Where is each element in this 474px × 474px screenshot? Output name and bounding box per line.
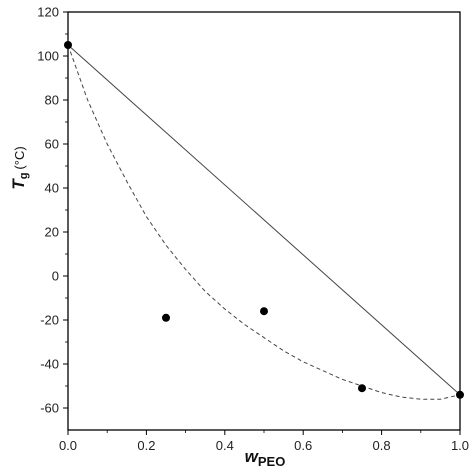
y-tick-label: -60 [40, 401, 59, 416]
y-tick-label: 80 [45, 93, 59, 108]
x-axis-label-main: w [245, 447, 260, 466]
x-tick-label: 0.0 [59, 438, 77, 453]
x-tick-label: 0.4 [216, 438, 234, 453]
x-tick-label: 0.6 [294, 438, 312, 453]
data-point [162, 313, 170, 322]
y-tick-label: 100 [37, 49, 59, 64]
y-tick-label: -40 [40, 357, 59, 372]
y-tick-label: 40 [45, 181, 59, 196]
series-layer [67, 44, 461, 400]
data-point [456, 390, 464, 399]
x-tick-label: 1.0 [451, 438, 469, 453]
axis-labels: wPEO Tg (°C) [9, 146, 285, 469]
axes: 0.0 0.2 0.4 0.6 0.8 1.0 -60 -40 -20 0 20 40 60 80 100 1… [37, 5, 469, 454]
y-tick-label: 120 [37, 5, 59, 20]
y-tick-label: 0 [52, 269, 59, 284]
data-point [358, 384, 366, 393]
y-axis-label-unit: (°C) [12, 146, 27, 169]
y-axis-label-sub: g [18, 173, 30, 180]
x-tick-label: 0.2 [137, 438, 155, 453]
data-point [260, 307, 268, 316]
plot-frame [67, 11, 461, 431]
y-tick-label: -20 [40, 313, 59, 328]
y-axis-label: Tg (°C) [9, 146, 30, 189]
x-axis-label: wPEO [245, 447, 286, 469]
data-points [64, 41, 464, 399]
x-axis-label-sub: PEO [258, 454, 285, 469]
y-tick-label: 60 [45, 137, 59, 152]
solid-linear-line [67, 44, 461, 396]
y-tick-label: 20 [45, 225, 59, 240]
dashed-fit-curve [67, 44, 461, 400]
x-tick-label: 0.8 [373, 438, 391, 453]
data-point [64, 41, 72, 49]
y-axis-label-main: T [9, 178, 28, 190]
